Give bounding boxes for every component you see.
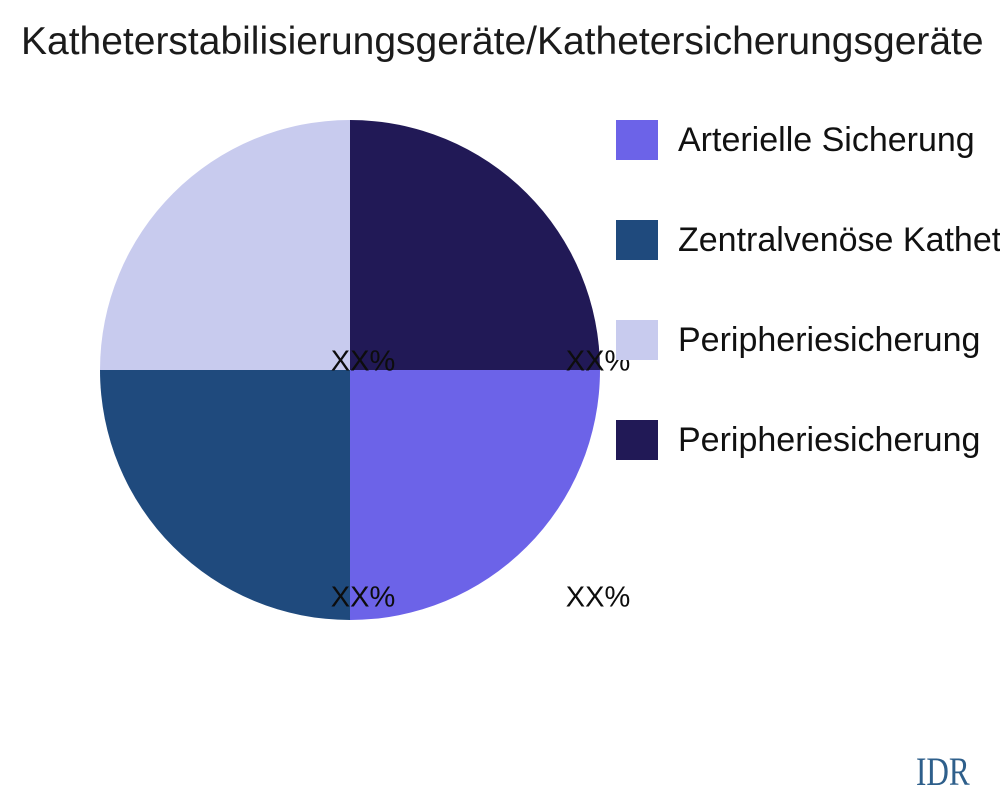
legend-item-zentralvenoese-katheter[interactable]: Zentralvenöse Kathete [616, 220, 1000, 260]
pie-svg [100, 120, 600, 620]
legend-swatch-icon [616, 220, 658, 260]
legend-swatch-icon [616, 420, 658, 460]
legend-label: Zentralvenöse Kathete [678, 220, 1000, 259]
legend-label: Peripheriesicherung [678, 420, 981, 459]
legend-label: Peripheriesicherung [678, 320, 981, 359]
slice-label-bottom-left: XX% [330, 581, 396, 614]
legend-swatch-icon [616, 320, 658, 360]
pie-slice-top-left[interactable] [100, 120, 350, 370]
legend-label: Arterielle Sicherung [678, 120, 975, 159]
pie-chart: XX% XX% XX% XX% [100, 120, 630, 620]
slice-label-top-left: XX% [330, 345, 396, 378]
pie-slice-bottom-right[interactable] [350, 370, 600, 620]
legend-item-peripheriesicherung-2[interactable]: Peripheriesicherung [616, 420, 980, 460]
slice-label-bottom-right: XX% [565, 581, 631, 614]
page-title: Katheterstabilisierungsgeräte/Kathetersi… [21, 20, 984, 63]
legend-swatch-icon [616, 120, 658, 160]
pie-slice-bottom-left[interactable] [100, 370, 350, 620]
legend-item-peripheriesicherung-1[interactable]: Peripheriesicherung [616, 320, 980, 360]
legend-item-arterielle-sicherung[interactable]: Arterielle Sicherung [616, 120, 975, 160]
watermark-idr: IDR [916, 749, 970, 794]
pie-slice-top-right[interactable] [350, 120, 600, 370]
